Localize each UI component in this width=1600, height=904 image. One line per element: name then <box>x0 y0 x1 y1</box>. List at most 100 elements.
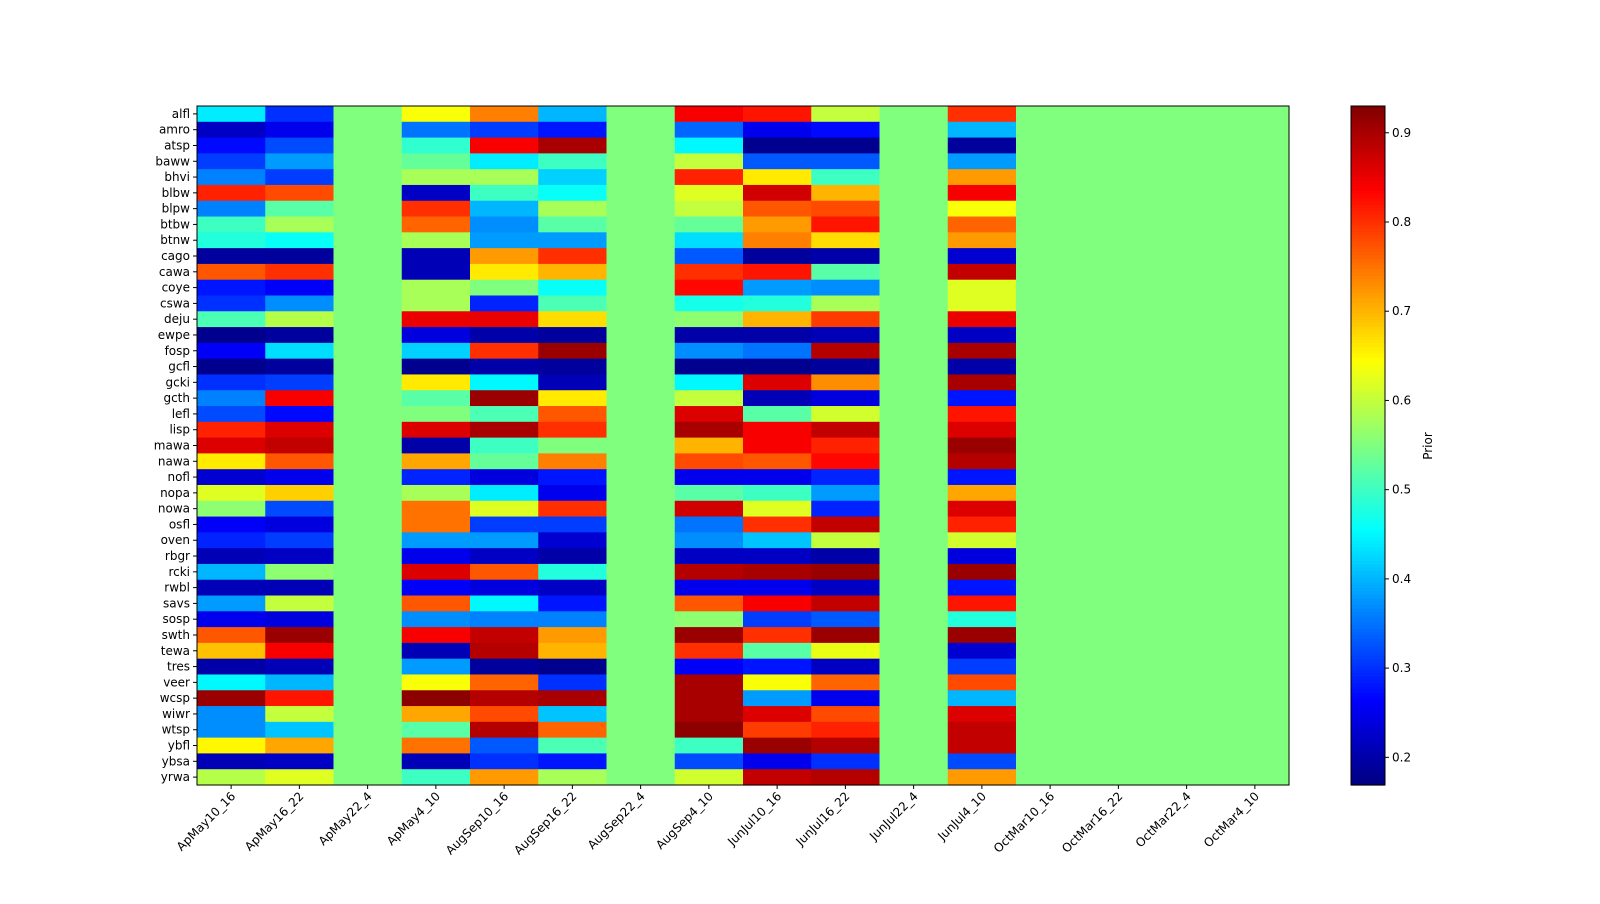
heatmap-cell <box>947 469 1017 486</box>
heatmap-cell <box>811 769 881 786</box>
heatmap-cell <box>538 611 608 628</box>
x-tick-label: AugSep10_16 <box>443 789 511 857</box>
heatmap-cell <box>197 642 266 660</box>
heatmap-cell <box>1084 706 1154 723</box>
colorbar-segment <box>1351 119 1385 124</box>
heatmap-cell <box>1016 642 1085 660</box>
heatmap-cell <box>674 232 744 249</box>
heatmap-cell <box>265 327 335 344</box>
heatmap-cell <box>674 611 744 628</box>
heatmap-cell <box>674 532 744 549</box>
heatmap-cell <box>947 658 1017 676</box>
heatmap-cell <box>811 342 881 360</box>
colorbar-segment <box>1351 248 1385 253</box>
heatmap-cell <box>333 153 403 170</box>
heatmap-cell <box>333 753 403 770</box>
heatmap-cell <box>538 500 608 518</box>
heatmap-cell <box>1152 121 1222 139</box>
colorbar-segment <box>1351 190 1385 195</box>
colorbar-segment <box>1351 442 1385 447</box>
heatmap-cell <box>265 453 335 470</box>
heatmap-cell <box>1084 548 1154 565</box>
y-tick-label: gcki <box>166 375 191 389</box>
heatmap-cell <box>538 200 608 218</box>
colorbar-segment <box>1351 526 1385 531</box>
heatmap-cell <box>1152 532 1222 549</box>
heatmap-cell <box>743 642 812 660</box>
heatmap-cell <box>401 263 471 281</box>
heatmap-cell <box>401 311 471 328</box>
heatmap-cell <box>265 106 335 123</box>
heatmap-cell <box>947 311 1017 328</box>
heatmap-cell <box>743 769 812 786</box>
heatmap-cell <box>1152 706 1222 723</box>
heatmap-cell <box>333 674 403 691</box>
heatmap-cell <box>470 358 539 376</box>
heatmap-cell <box>197 753 266 770</box>
colorbar-segment <box>1351 771 1385 776</box>
heatmap-cell <box>265 516 335 533</box>
heatmap-cell <box>333 721 403 739</box>
heatmap-cells <box>197 106 1290 786</box>
colorbar-segment <box>1351 235 1385 240</box>
heatmap-cell <box>265 421 335 439</box>
heatmap-cell <box>606 121 676 139</box>
colorbar-segment <box>1351 173 1385 178</box>
heatmap-cell <box>811 390 881 407</box>
y-tick-label: amro <box>159 123 190 137</box>
heatmap-cell <box>1152 516 1222 533</box>
heatmap-cell <box>1220 121 1290 139</box>
heatmap-cell <box>265 721 335 739</box>
heatmap-cell <box>1084 595 1154 612</box>
colorbar-segment <box>1351 632 1385 637</box>
heatmap-cell <box>879 311 949 328</box>
colorbar-segment <box>1351 428 1385 433</box>
heatmap-cell <box>197 737 266 755</box>
colorbar-segment <box>1351 615 1385 620</box>
heatmap-cell <box>743 327 812 344</box>
heatmap-cell <box>811 121 881 139</box>
heatmap-cell <box>333 295 403 312</box>
heatmap-cell <box>1084 563 1154 581</box>
heatmap-cell <box>947 295 1017 312</box>
heatmap-cell <box>265 311 335 328</box>
heatmap-cell <box>606 658 676 676</box>
heatmap-cell <box>743 216 812 233</box>
heatmap-cell <box>1084 753 1154 770</box>
colorbar-segment <box>1351 713 1385 718</box>
y-tick-label: cago <box>161 249 190 263</box>
colorbar-segment <box>1351 218 1385 223</box>
heatmap-cell <box>1152 406 1222 423</box>
heatmap-cell <box>538 706 608 723</box>
colorbar-segment <box>1351 340 1385 345</box>
heatmap-cell <box>606 769 676 786</box>
y-tick-label: nofl <box>167 470 190 484</box>
colorbar-segment <box>1351 309 1385 314</box>
heatmap-cell <box>743 706 812 723</box>
colorbar-segment <box>1351 319 1385 324</box>
heatmap-cell <box>674 200 744 218</box>
heatmap-cell <box>470 137 539 154</box>
heatmap-cell <box>674 469 744 486</box>
heatmap-cell <box>197 658 266 676</box>
heatmap-cell <box>401 390 471 407</box>
colorbar-segment <box>1351 133 1385 138</box>
heatmap-cell <box>197 421 266 439</box>
heatmap-cell <box>1084 690 1154 707</box>
heatmap-cell <box>197 137 266 154</box>
heatmap-cell <box>1016 421 1085 439</box>
heatmap-cell <box>333 437 403 454</box>
heatmap-cell <box>606 342 676 360</box>
heatmap-cell <box>1220 532 1290 549</box>
colorbar-segment <box>1351 211 1385 216</box>
colorbar-segment <box>1351 425 1385 430</box>
heatmap-cell <box>1220 216 1290 233</box>
heatmap-cell <box>947 627 1017 644</box>
heatmap-cell <box>947 169 1017 186</box>
heatmap-cell <box>606 548 676 565</box>
colorbar-segment <box>1351 625 1385 630</box>
heatmap-cell <box>1084 627 1154 644</box>
heatmap-cell <box>1084 579 1154 597</box>
x-tick-label: JunJul16_22 <box>793 789 853 849</box>
heatmap-cell <box>1220 484 1290 502</box>
